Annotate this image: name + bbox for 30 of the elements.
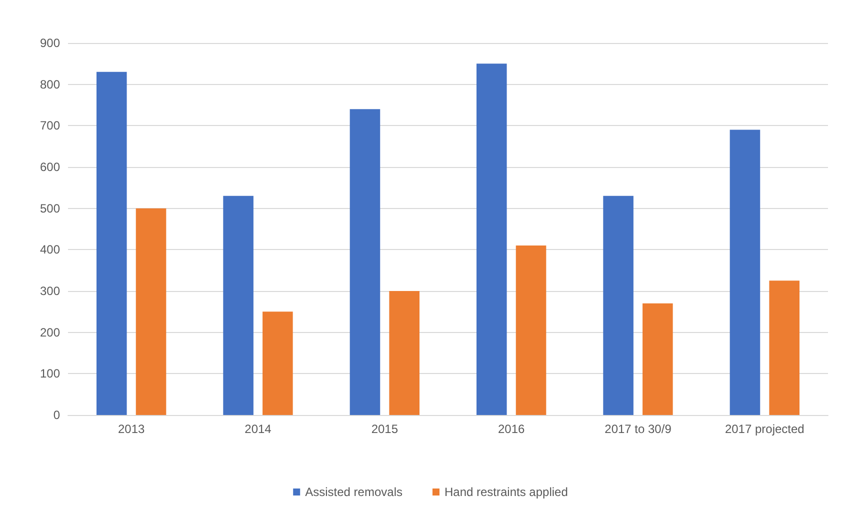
x-tick-label: 2014 — [244, 422, 272, 436]
bar — [769, 280, 800, 415]
bar — [96, 72, 127, 415]
bar — [516, 246, 546, 415]
bar — [262, 312, 293, 415]
bar — [223, 196, 254, 415]
bar — [136, 208, 166, 415]
legend-label: Assisted removals — [305, 485, 402, 499]
bar — [642, 303, 673, 415]
bar — [730, 130, 760, 415]
x-tick-label: 2015 — [371, 422, 398, 436]
y-tick-label: 700 — [40, 118, 60, 133]
bar — [350, 109, 380, 415]
x-tick-label: 2013 — [118, 422, 146, 436]
y-tick-label: 500 — [40, 201, 60, 216]
y-tick-label: 800 — [40, 77, 60, 92]
y-tick-label: 300 — [40, 284, 60, 298]
legend-label: Hand restraints applied — [444, 485, 568, 499]
y-tick-label: 400 — [40, 242, 60, 257]
x-tick-label: 2017 projected — [724, 422, 804, 436]
y-tick-label: 600 — [40, 160, 60, 174]
x-tick-label: 2016 — [498, 422, 526, 436]
x-tick-label: 2017 to 30/9 — [604, 422, 672, 436]
y-tick-label: 100 — [40, 366, 60, 381]
bar — [476, 64, 507, 415]
y-tick-label: 200 — [40, 325, 60, 340]
y-tick-label: 0 — [53, 408, 60, 422]
bar — [389, 291, 420, 415]
y-tick-label: 900 — [40, 36, 60, 50]
bar — [603, 196, 634, 415]
